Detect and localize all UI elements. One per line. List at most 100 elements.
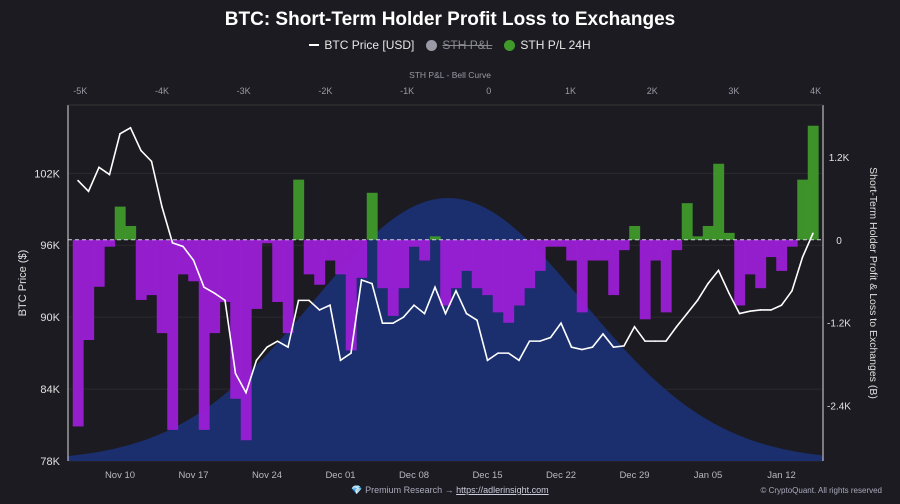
sth-pl-24h-bar [104,239,116,247]
btc-price-point [119,132,121,135]
sth-pl-24h-bar [177,239,189,275]
x-tick-label: Dec 29 [619,470,649,481]
sth-pl-24h-bar [723,232,735,240]
btc-price-point [266,346,268,348]
btc-price-point [570,346,573,348]
top-tick-label: 0 [486,86,491,96]
sth-pl-24h-bar [471,239,483,289]
btc-price-point [717,269,720,272]
sth-pl-24h-bar [156,239,168,334]
sth-pl-24h-bar [135,239,147,300]
btc-price-point [276,340,279,342]
sth-pl-24h-bar [167,239,179,430]
btc-price-point [791,289,793,292]
chart-title: BTC: Short-Term Holder Profit Loss to Ex… [224,9,676,30]
sth-pl-24h-bar [650,239,662,261]
btc-price-point [528,340,531,342]
btc-price-point [297,299,300,302]
btc-price-point [602,333,604,335]
sth-pl-24h-bar [293,179,305,240]
footer-text: Premium Research → [365,485,454,495]
x-tick-label: Nov 17 [178,470,208,481]
right-tick-label: -2.4K [827,402,851,413]
sth-pl-24h-bar [734,239,746,306]
btc-price-point [507,352,510,354]
copyright: © CryptoQuant. All rights reserved [760,486,883,495]
sth-pl-24h-bar [597,239,609,261]
btc-price-point [287,346,289,348]
btc-price-point [591,346,594,348]
btc-price-point [749,310,751,312]
left-tick-label: 78K [40,456,60,468]
sth-pl-24h-bar [114,206,126,240]
x-tick-label: Dec 15 [472,470,502,481]
btc-price-point [203,286,205,288]
btc-price-point [329,304,331,306]
btc-price-point [728,292,730,294]
btc-price-point [633,325,636,328]
legend-item-sth-pl[interactable]: STH P&L [426,38,492,52]
sth-pl-24h-bar [576,239,588,313]
btc-price-point [812,232,814,235]
sth-pl-24h-bar [209,239,221,334]
sth-pl-24h-bar [545,239,557,247]
footer-link[interactable]: https://adlerinsight.com [456,485,549,495]
btc-price-point [360,279,363,281]
btc-price-point [665,340,667,342]
btc-price-point [150,160,153,163]
btc-price-point [381,322,384,324]
top-tick-label: -4K [155,86,169,96]
sth-pl-24h-bar [440,239,452,306]
btc-price-point [465,312,468,315]
sth-pl-24h-bar [335,239,347,275]
sth-pl-24h-bar [324,239,336,261]
right-tick-label: 0 [836,236,842,247]
btc-price-point [392,322,394,324]
right-axis-title: Short-Term Holder Profit & Loss to Excha… [867,167,879,399]
btc-price-point [549,336,552,339]
sth-pl-24h-bar [377,239,389,289]
x-tick-label: Dec 08 [399,470,429,481]
sth-pl-24h-bar [713,163,725,240]
top-tick-label: -2K [318,86,332,96]
sth-pl-24h-bar [555,239,567,247]
btc-price-point [738,312,741,315]
sth-pl-24h-bar [492,239,504,313]
btc-price-point [770,309,772,311]
legend-label: STH P/L 24H [520,38,591,52]
btc-price-point [654,340,657,342]
footer: 💎 Premium Research → https://adlerinsigh… [0,485,900,496]
sth-pl-24h-bar [534,239,546,271]
btc-price-point [108,173,111,176]
btc-price-point [98,166,100,169]
legend-label: BTC Price [USD] [324,38,415,52]
sth-pl-24h-bar [198,239,210,430]
btc-price-point [350,352,352,354]
sth-pl-24h-bar [776,239,788,271]
sth-pl-24h-bar [282,239,294,334]
top-tick-label: 3K [728,86,739,96]
btc-price-point [77,179,79,182]
btc-price-point [182,245,184,248]
sth-pl-24h-bar [429,236,441,240]
sth-pl-24h-bar [408,239,420,247]
sth-pl-24h-bar [251,239,263,309]
legend-item-btc-price[interactable]: BTC Price [USD] [309,38,414,52]
x-tick-label: Nov 24 [252,470,282,481]
legend-item-sth-pl-24h[interactable]: STH P/L 24H [504,38,591,52]
btc-price-point [612,346,615,348]
btc-price-point [581,348,583,351]
sth-pl-24h-bar [702,225,714,240]
sth-pl-24h-bar [671,239,683,251]
left-tick-label: 84K [40,384,60,396]
sth-pl-24h-bar [566,239,578,261]
sth-pl-24h-bar [482,239,494,296]
sth-pl-24h-bar [639,239,651,320]
left-tick-label: 90K [40,312,60,324]
btc-price-point [140,149,142,152]
sth-pl-24h-bar [450,239,462,289]
sth-pl-24h-bar [608,239,620,296]
btc-price-point [696,299,699,302]
top-tick-label: 2K [647,86,658,96]
